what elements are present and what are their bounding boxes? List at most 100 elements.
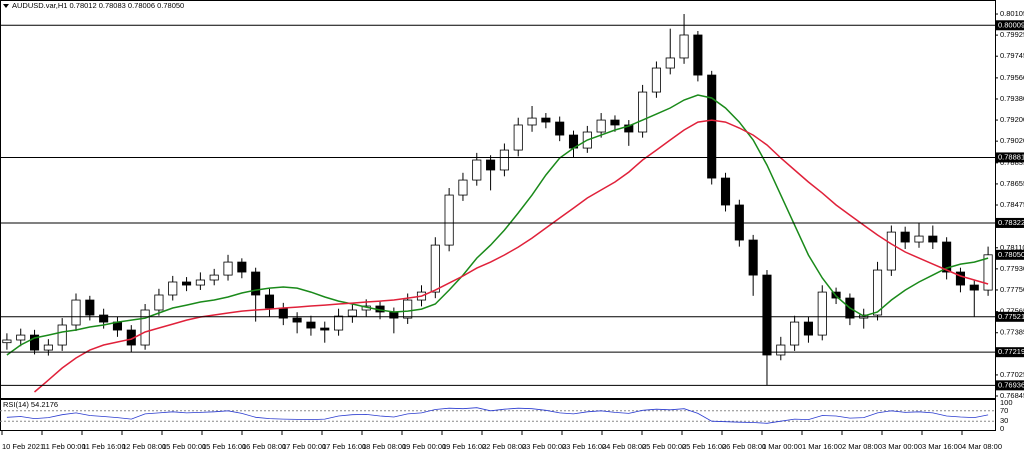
x-tick-label: 19 Feb 00:00 <box>402 442 446 451</box>
x-tick-label: 18 Feb 08:00 <box>362 442 406 451</box>
candle-body <box>320 327 330 331</box>
candle-body <box>99 314 109 323</box>
rsi-tick-label: 70 <box>1000 406 1008 415</box>
candle-body <box>57 324 67 346</box>
candle-body <box>555 121 565 136</box>
x-tick-label: 24 Feb 08:00 <box>602 442 646 451</box>
y-tick-label: 0.79925 <box>1000 30 1024 39</box>
rsi-frame <box>0 399 996 431</box>
y-tick-label: 0.78475 <box>1000 200 1024 209</box>
candle-body <box>762 274 772 356</box>
candle-body <box>817 291 827 336</box>
current-price-box <box>996 249 1024 260</box>
level-label: 0.78322 <box>998 218 1024 227</box>
candle-body <box>223 261 233 276</box>
candle-body <box>30 334 40 351</box>
x-tick-label: 23 Feb 16:00 <box>562 442 606 451</box>
candle-body <box>334 315 344 331</box>
x-tick-label: 16 Feb 08:00 <box>242 442 286 451</box>
level-label-box <box>996 217 1024 228</box>
x-tick-label: 4 Mar 08:00 <box>962 442 1002 451</box>
candle-body <box>2 339 12 344</box>
candle-body <box>748 239 758 276</box>
x-tick-label: 11 Feb 16:00 <box>82 442 126 451</box>
main-frame <box>0 0 996 399</box>
candle-body <box>43 344 53 351</box>
x-tick-label: 22 Feb 08:00 <box>482 442 526 451</box>
y-tick-label: 0.80105 <box>1000 9 1024 18</box>
candle-body <box>651 67 661 93</box>
y-tick-label: 0.77565 <box>1000 307 1024 316</box>
y-tick-label: 0.78655 <box>1000 179 1024 188</box>
rsi-tick-label: 0 <box>1000 424 1004 433</box>
candle-body <box>486 159 496 171</box>
candle-body <box>168 281 178 296</box>
moving-average <box>6 94 989 356</box>
candle-body <box>541 117 551 123</box>
x-tick-label: 25 Feb 00:00 <box>642 442 686 451</box>
level-label: 0.77521 <box>998 312 1024 321</box>
candle-body <box>472 159 482 181</box>
rsi-tick-label: 30 <box>1000 416 1008 425</box>
candle-body <box>264 294 275 309</box>
level-label-box <box>996 20 1024 31</box>
x-tick-label: 23 Feb 00:00 <box>522 442 566 451</box>
candle-body <box>209 274 219 281</box>
x-tick-label: 15 Feb 00:00 <box>162 442 206 451</box>
x-tick-label: 2 Mar 08:00 <box>842 442 882 451</box>
candle-body <box>624 124 634 133</box>
candle-body <box>776 344 786 356</box>
level-label: 0.78881 <box>998 152 1024 161</box>
candle-body <box>251 271 261 296</box>
candle-body <box>886 231 896 271</box>
y-tick-label: 0.79745 <box>1000 51 1024 60</box>
candle-body <box>527 117 537 126</box>
y-tick-label: 0.78110 <box>1000 243 1024 252</box>
candle-body <box>71 299 81 326</box>
candle-body <box>499 149 509 171</box>
candle-body <box>347 309 357 317</box>
candle-body <box>430 244 440 293</box>
candle-body <box>596 119 606 133</box>
x-tick-label: 3 Mar 16:00 <box>922 442 962 451</box>
candle-body <box>720 177 731 206</box>
x-tick-label: 15 Feb 16:00 <box>202 442 246 451</box>
candle-body <box>693 34 703 76</box>
y-tick-label: 0.77385 <box>1000 328 1024 337</box>
candle-body <box>665 57 675 69</box>
candle-body <box>942 241 952 273</box>
candle-body <box>872 269 883 316</box>
chart-title: AUDUSD.var,H1 0.78012 0.78083 0.78006 0.… <box>12 1 184 10</box>
candle-body <box>914 235 924 243</box>
candle-body <box>140 309 150 346</box>
x-tick-label: 12 Feb 08:00 <box>122 442 166 451</box>
candle-body <box>85 299 95 316</box>
x-tick-label: 1 Mar 16:00 <box>802 442 842 451</box>
candle-body <box>983 254 993 291</box>
candle-body <box>638 91 648 133</box>
menu-arrow[interactable] <box>3 4 9 8</box>
candle-body <box>154 294 164 311</box>
current-price-label: 0.78050 <box>998 250 1024 259</box>
rsi-title: RSI(14) 54.2176 <box>3 400 58 409</box>
candle-body <box>237 261 247 273</box>
candle-body <box>292 317 302 323</box>
candle-body <box>900 231 910 243</box>
level-label-box <box>996 152 1024 163</box>
candle-body <box>513 124 523 151</box>
candle-body <box>790 321 800 346</box>
candle-body <box>928 235 938 243</box>
x-tick-label: 11 Feb 00:00 <box>42 442 86 451</box>
x-tick-label: 17 Feb 00:00 <box>282 442 326 451</box>
candle-body <box>16 334 26 341</box>
candle-body <box>403 299 413 319</box>
candle-body <box>610 119 620 126</box>
level-label: 0.80009 <box>998 20 1024 29</box>
moving-average <box>34 119 989 393</box>
x-tick-label: 25 Feb 16:00 <box>682 442 726 451</box>
